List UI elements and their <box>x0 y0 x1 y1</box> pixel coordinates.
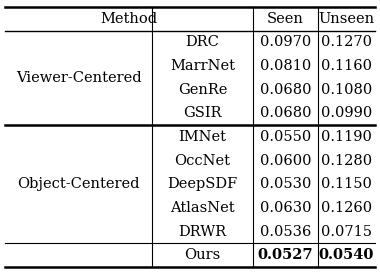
Text: 0.0715: 0.0715 <box>321 225 372 239</box>
Text: DeepSDF: DeepSDF <box>167 177 238 191</box>
Text: DRC: DRC <box>185 35 219 50</box>
Text: 0.0600: 0.0600 <box>260 154 311 168</box>
Text: DRWR: DRWR <box>179 225 226 239</box>
Text: 0.0680: 0.0680 <box>260 106 311 120</box>
Text: 0.0540: 0.0540 <box>319 248 374 262</box>
Text: Seen: Seen <box>267 12 304 26</box>
Text: 0.1150: 0.1150 <box>321 177 372 191</box>
Text: Ours: Ours <box>184 248 221 262</box>
Text: Method: Method <box>100 12 158 26</box>
Text: 0.1160: 0.1160 <box>321 59 372 73</box>
Text: 0.0530: 0.0530 <box>260 177 311 191</box>
Text: 0.0630: 0.0630 <box>260 201 311 215</box>
Text: 0.0990: 0.0990 <box>321 106 372 120</box>
Text: 0.1190: 0.1190 <box>321 130 372 144</box>
Text: GSIR: GSIR <box>183 106 222 120</box>
Text: 0.0536: 0.0536 <box>260 225 311 239</box>
Text: 0.0527: 0.0527 <box>258 248 314 262</box>
Text: Unseen: Unseen <box>318 12 375 26</box>
Text: Viewer-Centered: Viewer-Centered <box>16 71 141 85</box>
Text: OccNet: OccNet <box>174 154 231 168</box>
Text: 0.0970: 0.0970 <box>260 35 311 50</box>
Text: 0.1080: 0.1080 <box>321 83 372 97</box>
Text: IMNet: IMNet <box>179 130 226 144</box>
Text: 0.0680: 0.0680 <box>260 83 311 97</box>
Text: 0.1270: 0.1270 <box>321 35 372 50</box>
Text: 0.1260: 0.1260 <box>321 201 372 215</box>
Text: Object-Centered: Object-Centered <box>17 177 140 191</box>
Text: 0.0810: 0.0810 <box>260 59 311 73</box>
Text: MarrNet: MarrNet <box>170 59 235 73</box>
Text: 0.0550: 0.0550 <box>260 130 311 144</box>
Text: AtlasNet: AtlasNet <box>170 201 235 215</box>
Text: 0.1280: 0.1280 <box>321 154 372 168</box>
Text: GenRe: GenRe <box>178 83 227 97</box>
